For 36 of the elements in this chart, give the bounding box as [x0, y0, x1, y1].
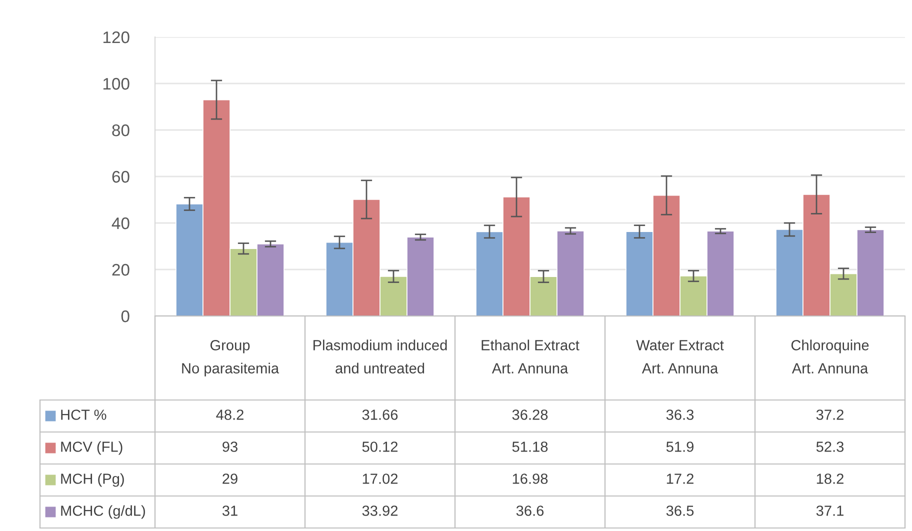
- data-label: 50.12: [362, 442, 398, 452]
- data-label: 16.98: [512, 474, 548, 484]
- y-tick-label: 0: [121, 310, 130, 322]
- legend-label: MCHC (g/dL): [61, 505, 145, 519]
- data-label: 17.02: [362, 474, 398, 484]
- data-label: 31: [222, 506, 238, 516]
- legend-label: MCH (Pg): [61, 473, 124, 487]
- y-tick-label: 120: [103, 31, 130, 44]
- data-label: 52.3: [816, 442, 844, 452]
- data-label: 48.2: [216, 410, 244, 420]
- data-label: 29: [222, 474, 238, 484]
- data-label: 33.92: [362, 506, 398, 516]
- data-label: 36.5: [666, 506, 694, 516]
- data-label: 93: [222, 442, 238, 452]
- x-tick-label: Ethanol Extract Art. Annuna: [482, 340, 580, 374]
- data-label: 17.2: [666, 474, 694, 484]
- data-label: 51.9: [666, 442, 694, 452]
- data-label: 36.6: [516, 506, 544, 516]
- legend-label: MCV (FL): [61, 441, 122, 455]
- y-tick-label: 60: [112, 170, 130, 183]
- data-label: 37.2: [816, 410, 844, 420]
- data-label: 31.66: [362, 410, 398, 420]
- data-label: 37.1: [816, 506, 844, 516]
- x-tick-label: Chloroquine Art. Annuna: [791, 340, 869, 374]
- y-tick-label: 40: [112, 217, 130, 230]
- data-label: 36.28: [512, 410, 548, 420]
- y-tick-label: 80: [112, 124, 130, 136]
- y-tick-label: 100: [103, 78, 130, 90]
- data-label: 36.3: [666, 410, 694, 420]
- x-tick-label: Water Extract Art. Annuna: [636, 340, 724, 374]
- data-label: 18.2: [816, 474, 844, 484]
- legend-label: HCT %: [61, 410, 106, 420]
- x-tick-label: Plasmodium induced and untreated: [314, 340, 447, 374]
- x-tick-label: Group No parasitemia: [182, 340, 280, 376]
- y-tick-label: 20: [112, 264, 130, 276]
- data-label: 51.18: [512, 442, 548, 452]
